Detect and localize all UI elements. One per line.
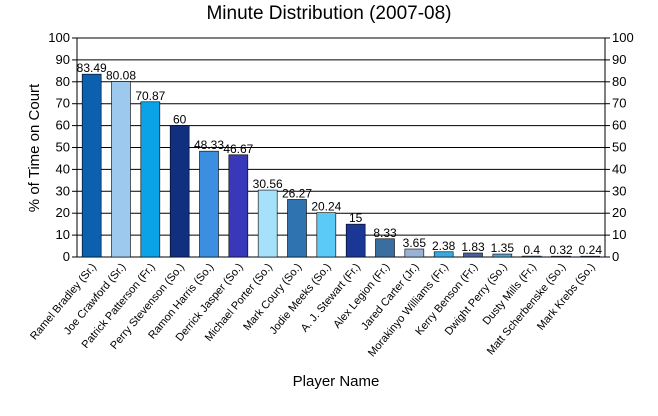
bar bbox=[287, 199, 307, 258]
bar bbox=[345, 223, 366, 258]
x-axis-label: Player Name bbox=[293, 373, 380, 390]
y-tick-label-left: 90 bbox=[56, 52, 70, 67]
bar bbox=[580, 255, 601, 258]
bar-value-label: 30.56 bbox=[253, 177, 283, 191]
bar bbox=[111, 81, 131, 258]
bar-value-label: 46.67 bbox=[223, 142, 253, 156]
bar-value-label: 60 bbox=[173, 113, 187, 127]
y-tick-label-left: 30 bbox=[56, 183, 70, 198]
y-tick-label-left: 0 bbox=[63, 249, 70, 264]
bar bbox=[257, 189, 278, 258]
bar-value-label: 48.33 bbox=[194, 138, 224, 152]
y-tick-label-right: 40 bbox=[612, 161, 626, 176]
bar-value-label: 1.83 bbox=[461, 240, 485, 254]
bar-value-label: 80.08 bbox=[106, 69, 136, 83]
y-tick-label-left: 80 bbox=[56, 74, 70, 89]
bar-value-label: 8.33 bbox=[373, 226, 397, 240]
y-tick-label-right: 50 bbox=[612, 140, 626, 155]
bar bbox=[228, 154, 249, 258]
y-tick-label-left: 40 bbox=[56, 161, 70, 176]
bar-value-label: 0.4 bbox=[523, 243, 540, 257]
bar-value-label: 15 bbox=[349, 211, 363, 225]
y-tick-label-left: 100 bbox=[48, 30, 70, 45]
bar bbox=[433, 251, 454, 258]
bar bbox=[463, 252, 483, 258]
bar-value-label: 70.87 bbox=[135, 89, 165, 103]
bar-value-label: 20.24 bbox=[311, 200, 341, 214]
bar-value-label: 3.65 bbox=[403, 236, 427, 250]
chart-title: Minute Distribution (2007-08) bbox=[206, 3, 451, 24]
y-tick-label-right: 100 bbox=[612, 30, 634, 45]
bar bbox=[551, 255, 571, 258]
bar bbox=[140, 101, 161, 258]
y-tick-label-left: 20 bbox=[56, 205, 70, 220]
y-tick-label-left: 10 bbox=[56, 227, 70, 242]
y-tick-label-left: 60 bbox=[56, 118, 70, 133]
category-labels: Ramel Bradley (Sr.)Joe Crawford (Sr.)Pat… bbox=[28, 261, 598, 359]
bar-value-label: 1.35 bbox=[491, 241, 515, 255]
bar bbox=[492, 253, 513, 258]
bar-value-label: 83.49 bbox=[77, 61, 107, 75]
y-tick-label-right: 0 bbox=[612, 249, 619, 264]
bar bbox=[521, 255, 542, 258]
y-tick-label-right: 80 bbox=[612, 74, 626, 89]
bar bbox=[404, 248, 425, 258]
bar-value-label: 0.24 bbox=[579, 243, 603, 257]
y-tick-label-left: 50 bbox=[56, 140, 70, 155]
y-axis-label: % of Time on Court bbox=[26, 83, 43, 212]
bar bbox=[375, 238, 395, 258]
y-tick-label-right: 20 bbox=[612, 205, 626, 220]
bar-value-label: 0.32 bbox=[549, 243, 573, 257]
bar bbox=[169, 125, 190, 258]
y-tick-label-right: 30 bbox=[612, 183, 626, 198]
bar bbox=[81, 73, 102, 258]
y-tick-label-right: 60 bbox=[612, 118, 626, 133]
bar bbox=[199, 150, 219, 258]
y-tick-label-left: 70 bbox=[56, 96, 70, 111]
axes: 0 0 10 10 20 20 30 30 40 40 50 50 60 60 70 70 80 80 90 90 10… bbox=[48, 30, 633, 264]
y-tick-label-right: 10 bbox=[612, 227, 626, 242]
bar-value-label: 2.38 bbox=[432, 239, 456, 253]
y-tick-label-right: 70 bbox=[612, 96, 626, 111]
y-tick-label-right: 90 bbox=[612, 52, 626, 67]
bar-value-label: 26.27 bbox=[282, 186, 312, 200]
bars bbox=[81, 73, 601, 258]
grid-lines bbox=[77, 37, 605, 258]
bar bbox=[316, 212, 337, 258]
